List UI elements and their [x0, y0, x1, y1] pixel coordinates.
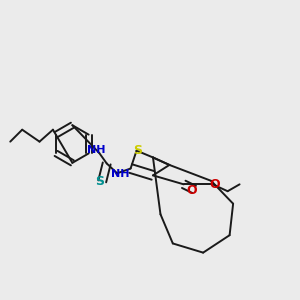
Text: S: S	[95, 175, 104, 188]
Text: NH: NH	[112, 169, 130, 179]
Text: O: O	[210, 178, 220, 191]
Text: S: S	[133, 143, 142, 157]
Text: NH: NH	[87, 145, 106, 155]
Text: O: O	[186, 184, 196, 196]
